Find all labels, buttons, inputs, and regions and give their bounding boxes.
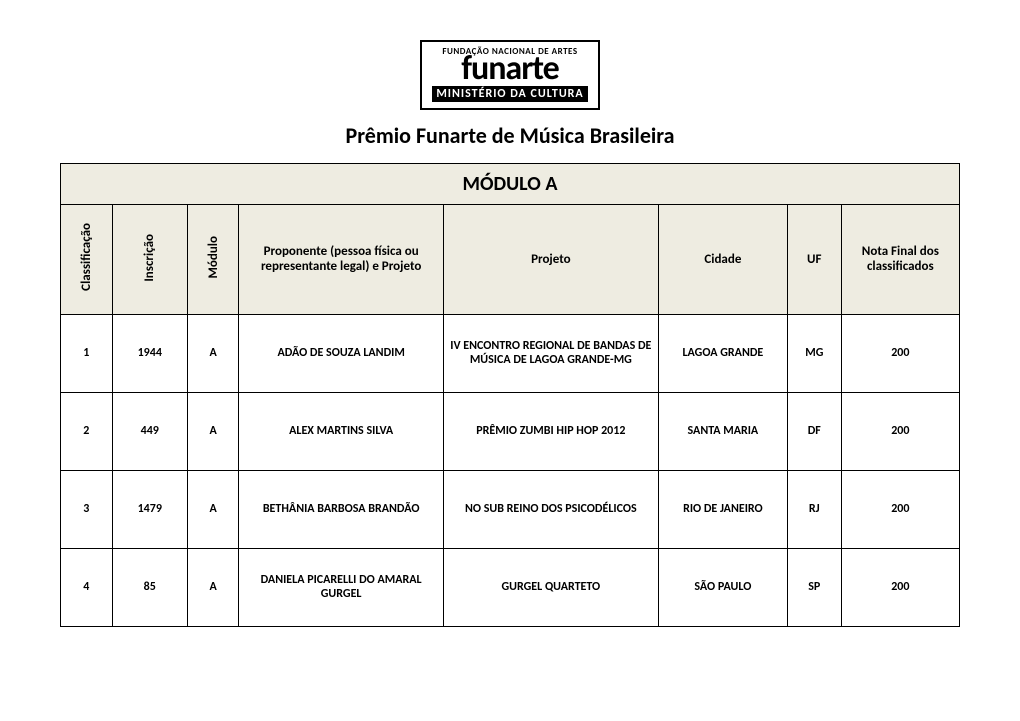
- cell-nota: 200: [841, 470, 959, 548]
- cell-modulo: A: [187, 392, 239, 470]
- col-cidade: Cidade: [658, 204, 787, 314]
- cell-uf: SP: [787, 548, 841, 626]
- cell-projeto: NO SUB REINO DOS PSICODÉLICOS: [443, 470, 658, 548]
- logo-main-text: funarte: [432, 55, 587, 84]
- cell-cidade: SÃO PAULO: [658, 548, 787, 626]
- cell-nota: 200: [841, 548, 959, 626]
- col-proponente: Proponente (pessoa física ou representan…: [239, 204, 443, 314]
- cell-cidade: SANTA MARIA: [658, 392, 787, 470]
- cell-classificacao: 2: [61, 392, 113, 470]
- col-inscricao: Inscrição: [112, 204, 187, 314]
- col-nota: Nota Final dos classificados: [841, 204, 959, 314]
- cell-projeto: GURGEL QUARTETO: [443, 548, 658, 626]
- col-uf: UF: [787, 204, 841, 314]
- table-body: 1 1944 A ADÃO DE SOUZA LANDIM IV ENCONTR…: [61, 314, 960, 626]
- cell-uf: DF: [787, 392, 841, 470]
- cell-uf: RJ: [787, 470, 841, 548]
- cell-classificacao: 3: [61, 470, 113, 548]
- table-row: 3 1479 A BETHÂNIA BARBOSA BRANDÃO NO SUB…: [61, 470, 960, 548]
- cell-proponente: ALEX MARTINS SILVA: [239, 392, 443, 470]
- cell-cidade: LAGOA GRANDE: [658, 314, 787, 392]
- funarte-logo: FUNDAÇÃO NACIONAL DE ARTES funarte MINIS…: [420, 40, 599, 110]
- cell-inscricao: 449: [112, 392, 187, 470]
- module-header: MÓDULO A: [61, 163, 960, 204]
- cell-inscricao: 1944: [112, 314, 187, 392]
- cell-modulo: A: [187, 470, 239, 548]
- cell-classificacao: 4: [61, 548, 113, 626]
- table-row: 4 85 A DANIELA PICARELLI DO AMARAL GURGE…: [61, 548, 960, 626]
- cell-nota: 200: [841, 392, 959, 470]
- cell-classificacao: 1: [61, 314, 113, 392]
- cell-cidade: RIO DE JANEIRO: [658, 470, 787, 548]
- cell-inscricao: 1479: [112, 470, 187, 548]
- col-modulo: Módulo: [187, 204, 239, 314]
- col-classificacao: Classificação: [61, 204, 113, 314]
- cell-inscricao: 85: [112, 548, 187, 626]
- cell-uf: MG: [787, 314, 841, 392]
- cell-projeto: PRÊMIO ZUMBI HIP HOP 2012: [443, 392, 658, 470]
- table-row: 1 1944 A ADÃO DE SOUZA LANDIM IV ENCONTR…: [61, 314, 960, 392]
- table-row: 2 449 A ALEX MARTINS SILVA PRÊMIO ZUMBI …: [61, 392, 960, 470]
- col-projeto: Projeto: [443, 204, 658, 314]
- cell-modulo: A: [187, 548, 239, 626]
- results-table: MÓDULO A Classificação Inscrição Módulo …: [60, 163, 960, 627]
- column-header-row: Classificação Inscrição Módulo Proponent…: [61, 204, 960, 314]
- cell-proponente: ADÃO DE SOUZA LANDIM: [239, 314, 443, 392]
- cell-proponente: DANIELA PICARELLI DO AMARAL GURGEL: [239, 548, 443, 626]
- logo-container: FUNDAÇÃO NACIONAL DE ARTES funarte MINIS…: [60, 40, 960, 110]
- cell-modulo: A: [187, 314, 239, 392]
- document-page: FUNDAÇÃO NACIONAL DE ARTES funarte MINIS…: [0, 0, 1020, 667]
- cell-nota: 200: [841, 314, 959, 392]
- cell-proponente: BETHÂNIA BARBOSA BRANDÃO: [239, 470, 443, 548]
- page-title: Prêmio Funarte de Música Brasileira: [60, 122, 960, 149]
- logo-sub-text: MINISTÉRIO DA CULTURA: [432, 86, 587, 102]
- cell-projeto: IV ENCONTRO REGIONAL DE BANDAS DE MÚSICA…: [443, 314, 658, 392]
